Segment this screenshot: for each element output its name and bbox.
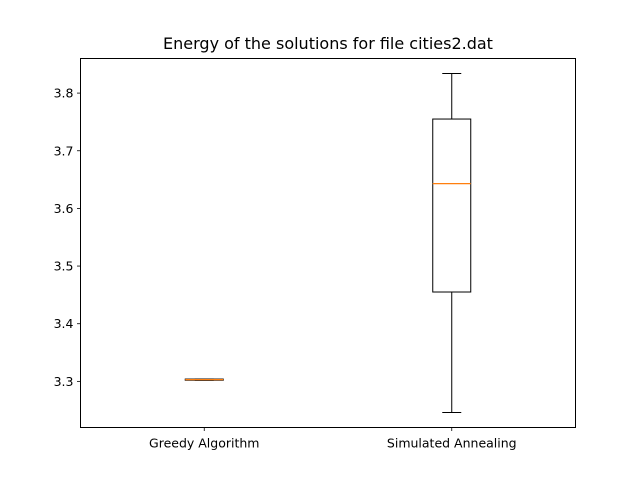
- x-tick-label: Greedy Algorithm: [149, 436, 259, 451]
- y-tick-label: 3.8: [54, 86, 74, 101]
- axes-frame: [80, 58, 576, 428]
- y-tick-label: 3.4: [54, 316, 74, 331]
- box-iqr: [432, 118, 472, 293]
- plot-area: 3.3 3.4 3.5 3.6 3.7 3.8 Greedy Algorithm Simula…: [54, 72, 517, 451]
- y-tick-label: 3.5: [54, 259, 74, 274]
- chart-title: Energy of the solutions for file cities2…: [163, 34, 493, 53]
- y-tick-label: 3.3: [54, 374, 74, 389]
- x-tick-label: Simulated Annealing: [387, 436, 517, 451]
- y-tick-label: 3.6: [54, 201, 74, 216]
- y-tick-label: 3.7: [54, 143, 74, 158]
